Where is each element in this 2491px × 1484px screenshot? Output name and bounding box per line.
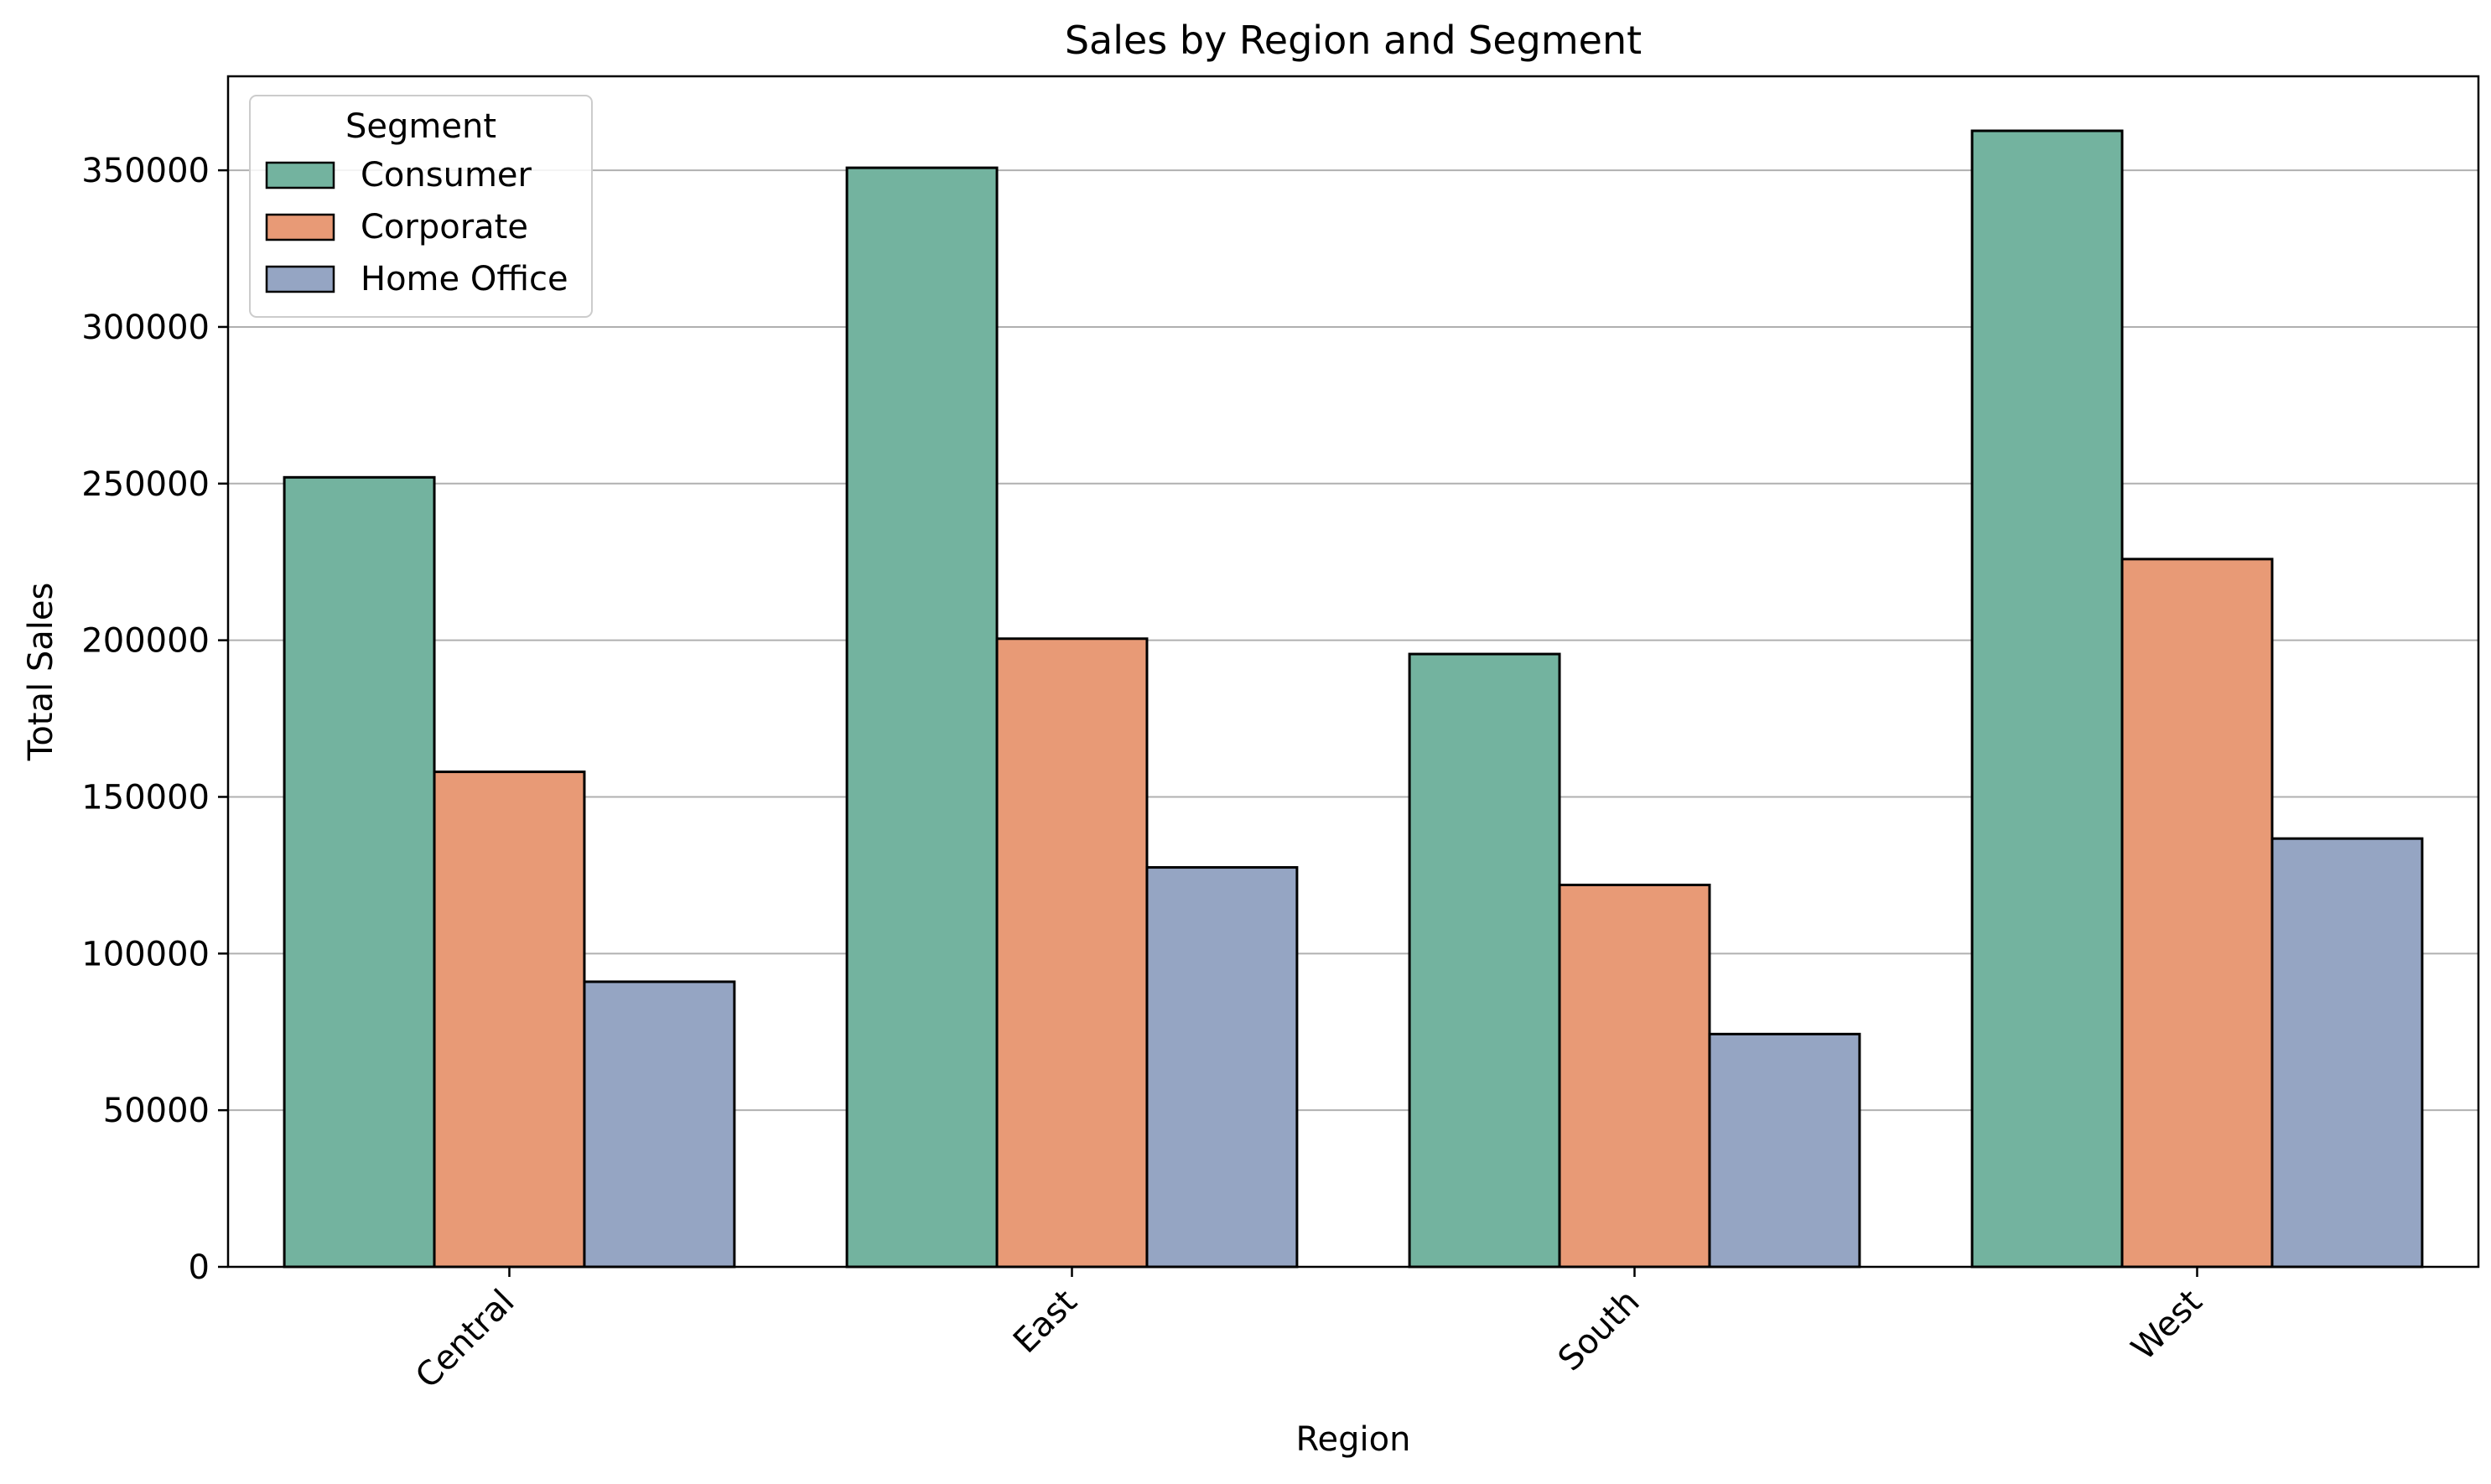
y-tick-label: 300000 [81,309,210,347]
legend-label: Home Office [361,260,568,298]
legend: Segment Consumer Corporate Home Office [249,95,593,318]
bar-corporate-central [433,771,586,1269]
y-tick-label: 50000 [103,1092,210,1130]
y-axis: 0 50000 100000 150000 200000 250000 300000 3500… [81,152,228,1287]
bar-home-office-south [1708,1032,1861,1269]
legend-title: Segment [345,107,496,146]
bar-home-office-central [583,980,736,1269]
legend-label: Consumer [361,156,532,195]
y-tick-label: 100000 [81,935,210,973]
x-axis-title: Region [1296,1420,1411,1459]
y-tick-label: 250000 [81,465,210,504]
bar-corporate-south [1558,883,1711,1269]
plot-frame [226,75,2480,1269]
x-tick-label: Central [408,1283,522,1397]
bar-home-office-east [1145,866,1299,1269]
legend-swatch [265,265,335,293]
bar-consumer-central [283,475,436,1269]
legend-items: Consumer Corporate Home Office [265,156,568,298]
y-axis-title: Total Sales [22,583,60,762]
bar-consumer-south [1408,652,1561,1269]
legend-label: Corporate [361,208,528,246]
x-tick-label: South [1551,1283,1648,1379]
legend-swatch [265,161,335,189]
y-tick-label: 0 [189,1248,210,1287]
bars [283,129,2424,1269]
bar-corporate-west [2120,558,2274,1269]
y-tick-label: 350000 [81,152,210,190]
legend-box [249,95,593,318]
bar-consumer-east [845,166,999,1269]
chart-title: Sales by Region and Segment [1065,18,1642,63]
x-tick-label: West [2125,1283,2210,1368]
x-axis: Central East South West [408,1267,2210,1396]
y-tick-label: 200000 [81,622,210,661]
bar-consumer-west [1970,129,2124,1269]
bar-home-office-west [2270,837,2424,1269]
x-tick-label: East [1006,1283,1085,1362]
bar-corporate-east [995,637,1149,1269]
gridlines [228,169,2478,1112]
y-tick-label: 150000 [81,778,210,817]
legend-swatch [265,213,335,241]
